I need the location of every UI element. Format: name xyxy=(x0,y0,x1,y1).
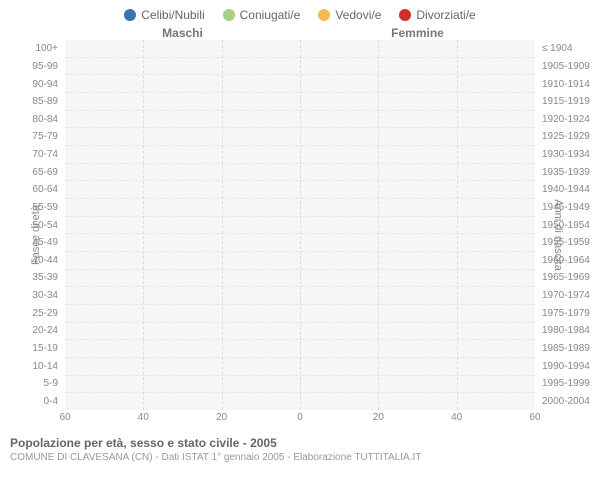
birth-tick: 1920-1924 xyxy=(538,111,600,129)
birth-tick: 1995-1999 xyxy=(538,375,600,393)
age-tick: 5-9 xyxy=(0,375,62,393)
age-tick: 45-49 xyxy=(0,234,62,252)
birth-tick: 1950-1954 xyxy=(538,216,600,234)
birth-tick: 1910-1914 xyxy=(538,75,600,93)
age-tick: 40-44 xyxy=(0,252,62,270)
y-axis-left: 100+95-9990-9485-8980-8475-7970-7465-696… xyxy=(0,40,62,410)
birth-tick: 1905-1909 xyxy=(538,58,600,76)
legend-item: Vedovi/e xyxy=(318,8,381,22)
legend: Celibi/Nubili Coniugati/e Vedovi/e Divorzia… xyxy=(0,0,600,26)
footer-title: Popolazione per età, sesso e stato civil… xyxy=(10,436,590,450)
age-tick: 70-74 xyxy=(0,146,62,164)
grid-line xyxy=(457,40,458,410)
age-tick: 10-14 xyxy=(0,357,62,375)
x-tick: 0 xyxy=(297,412,303,423)
legend-dot xyxy=(318,9,330,21)
birth-tick: 1975-1979 xyxy=(538,304,600,322)
age-tick: 100+ xyxy=(0,40,62,58)
birth-tick: 1925-1929 xyxy=(538,128,600,146)
birth-tick: 1985-1989 xyxy=(538,340,600,358)
footer: Popolazione per età, sesso e stato civil… xyxy=(0,430,600,463)
legend-label: Divorziati/e xyxy=(416,8,475,22)
legend-item: Celibi/Nubili xyxy=(124,8,204,22)
age-tick: 50-54 xyxy=(0,216,62,234)
x-tick: 40 xyxy=(451,412,462,423)
y-axis-right: ≤ 19041905-19091910-19141915-19191920-19… xyxy=(538,40,600,410)
label-male: Maschi xyxy=(65,26,300,40)
x-axis: 6040200204060 xyxy=(65,412,535,430)
x-tick: 20 xyxy=(373,412,384,423)
legend-label: Coniugati/e xyxy=(240,8,301,22)
birth-tick: 1965-1969 xyxy=(538,269,600,287)
birth-tick: 1970-1974 xyxy=(538,287,600,305)
birth-tick: 1935-1939 xyxy=(538,163,600,181)
footer-subtitle: COMUNE DI CLAVESANA (CN) - Dati ISTAT 1°… xyxy=(10,452,590,463)
age-tick: 30-34 xyxy=(0,287,62,305)
birth-tick: ≤ 1904 xyxy=(538,40,600,58)
birth-tick: 1930-1934 xyxy=(538,146,600,164)
birth-tick: 2000-2004 xyxy=(538,393,600,411)
x-tick: 60 xyxy=(529,412,540,423)
x-tick: 60 xyxy=(59,412,70,423)
age-tick: 55-59 xyxy=(0,199,62,217)
age-tick: 90-94 xyxy=(0,75,62,93)
gender-labels: Maschi Femmine xyxy=(0,26,600,40)
age-tick: 35-39 xyxy=(0,269,62,287)
legend-item: Coniugati/e xyxy=(223,8,301,22)
age-tick: 65-69 xyxy=(0,163,62,181)
plot xyxy=(65,40,535,410)
legend-dot xyxy=(399,9,411,21)
age-tick: 60-64 xyxy=(0,181,62,199)
legend-label: Celibi/Nubili xyxy=(141,8,204,22)
age-tick: 25-29 xyxy=(0,304,62,322)
legend-item: Divorziati/e xyxy=(399,8,475,22)
birth-tick: 1915-1919 xyxy=(538,93,600,111)
age-tick: 75-79 xyxy=(0,128,62,146)
birth-tick: 1980-1984 xyxy=(538,322,600,340)
label-female: Femmine xyxy=(300,26,535,40)
birth-tick: 1945-1949 xyxy=(538,199,600,217)
x-tick: 40 xyxy=(138,412,149,423)
birth-tick: 1940-1944 xyxy=(538,181,600,199)
legend-dot xyxy=(124,9,136,21)
age-tick: 85-89 xyxy=(0,93,62,111)
x-tick: 20 xyxy=(216,412,227,423)
birth-tick: 1990-1994 xyxy=(538,357,600,375)
birth-tick: 1955-1959 xyxy=(538,234,600,252)
legend-label: Vedovi/e xyxy=(335,8,381,22)
legend-dot xyxy=(223,9,235,21)
birth-tick: 1960-1964 xyxy=(538,252,600,270)
grid-line xyxy=(300,40,301,410)
grid-line xyxy=(143,40,144,410)
age-tick: 95-99 xyxy=(0,58,62,76)
age-tick: 20-24 xyxy=(0,322,62,340)
grid-line xyxy=(378,40,379,410)
grid-line xyxy=(222,40,223,410)
age-tick: 80-84 xyxy=(0,111,62,129)
age-tick: 0-4 xyxy=(0,393,62,411)
chart-area: Fasce di età Anni di nascita 100+95-9990… xyxy=(0,40,600,430)
age-tick: 15-19 xyxy=(0,340,62,358)
